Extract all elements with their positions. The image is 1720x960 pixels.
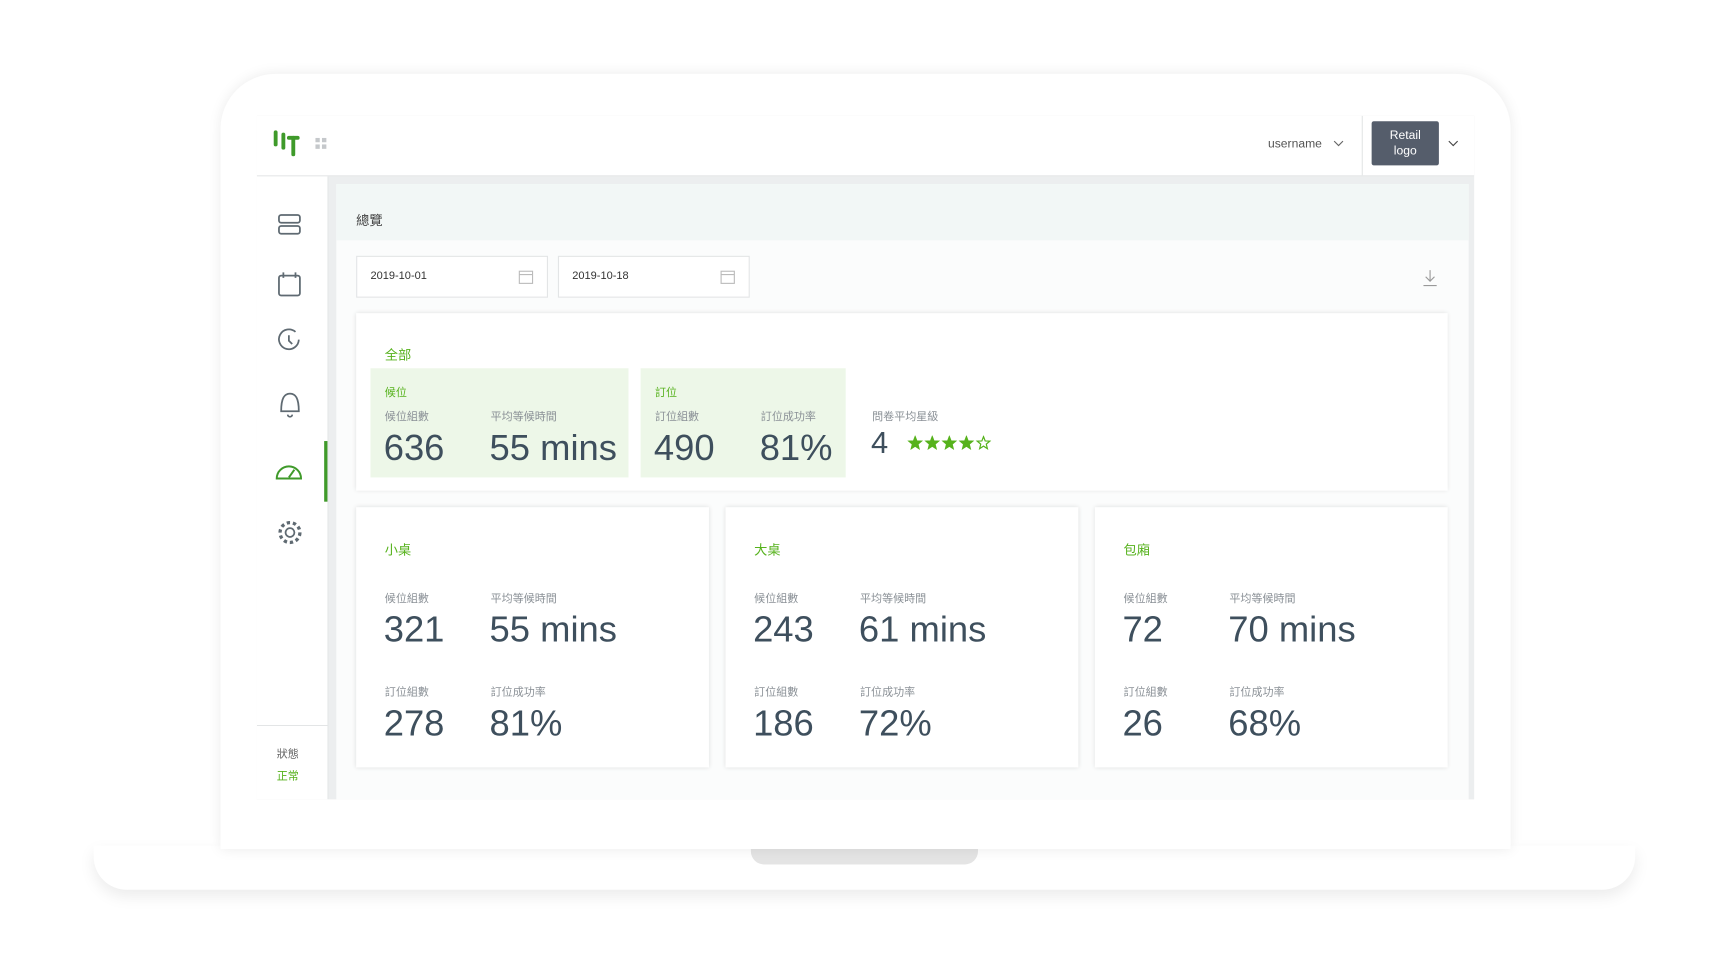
metric-label: 平均等候時間 [490,593,557,606]
metric-value: 490 [653,426,715,468]
status-label: 狀態 [276,748,299,761]
star [958,435,975,451]
metric-value: 243 [753,608,814,650]
card-title: 包廂 [1123,542,1151,558]
metric-group: 訂位訂位組數 490 訂位成功率 81% [640,368,846,478]
date-text: 2019-10-18 [572,270,629,283]
summary-title: 全部 [384,347,412,363]
metric-label: 訂位成功率 [1229,686,1285,700]
laptop-notch [750,845,979,865]
date-text: 2019-10-01 [370,270,427,283]
apps-icon[interactable] [315,137,328,151]
username[interactable]: username [1267,137,1322,150]
star [941,435,958,451]
status: 正常 [276,770,299,783]
star [907,435,924,451]
metric-label: 候位組數 [384,411,429,424]
chevron [1333,140,1344,147]
page-title: 總覽 [356,212,383,229]
metric-group: 候位候位組數 636 平均等候時間 55 mins [370,368,629,478]
metric-value: 321 [383,608,445,650]
calendar-icon [720,270,735,284]
metric-label: 平均等候時間 [860,593,927,606]
download-icon[interactable] [1422,269,1437,287]
metric-value: 81% [759,426,833,468]
date-input[interactable]: 2019-10-18 [557,255,750,298]
star [924,435,941,451]
sidebar: 狀態 正常 [256,176,329,800]
card-title: 大桌 [754,542,781,558]
title-band [336,184,1469,241]
metric-label: 訂位組數 [1123,686,1168,700]
metric-value: 636 [383,426,445,468]
metric-label: 平均等候時間 [1229,593,1296,606]
chevron[interactable] [1448,139,1459,148]
metric-value: 26 [1122,702,1163,744]
metric-value: 55 mins [489,608,617,650]
metric-label: 訂位組數 [654,411,700,424]
table-card: 小桌候位組數 321 平均等候時間 55 mins 訂位組數 278 訂位成功率 81% [356,507,709,768]
metric-value: 186 [753,702,814,744]
rating-value: 4 [871,425,889,460]
metric-label: 候位組數 [384,593,429,606]
metric-value: 72 [1122,608,1163,650]
top-bar: username Retail logo [256,115,1475,177]
metric-label: 平均等候時間 [490,411,557,424]
metric-label: 候位組數 [1123,593,1168,606]
metric-value: 61 mins [858,608,987,650]
rating-stars [907,435,992,451]
metric-value: 55 mins [489,426,617,468]
metric-label: 訂位組數 [754,686,799,700]
calendar-icon [518,270,534,284]
date-input[interactable]: 2019-10-01 [356,255,548,298]
divider [1361,115,1363,176]
metric-value: 72% [858,702,932,744]
metric-label: 訂位成功率 [760,411,816,424]
group-title: 候位 [384,387,407,400]
metric-value: 70 mins [1228,608,1356,650]
retail-logo[interactable]: Retail logo [1371,121,1439,166]
group-title: 訂位 [654,387,677,400]
rating-label: 問卷平均星級 [872,411,939,424]
table-card: 包廂候位組數 72 平均等候時間 70 mins 訂位組數 26 訂位成功率 68% [1094,507,1448,768]
metric-label: 訂位組數 [384,686,429,700]
metric-label: 訂位成功率 [490,686,546,700]
sidebar-icons [256,214,328,727]
metric-value: 81% [489,702,563,744]
card-title: 小桌 [384,542,412,558]
star [975,435,992,451]
metric-label: 訂位成功率 [860,686,916,700]
brand-logo [273,130,300,157]
metric-value: 278 [383,702,445,744]
summary-card: 全部候位候位組數 636 平均等候時間 55 mins 訂位訂位組數 490 訂位成功率 81… [356,313,1448,491]
metric-value: 68% [1228,702,1302,744]
table-card: 大桌候位組數 243 平均等候時間 61 mins 訂位組數 186 訂位成功率 72% [725,507,1079,768]
metric-label: 候位組數 [754,593,799,606]
